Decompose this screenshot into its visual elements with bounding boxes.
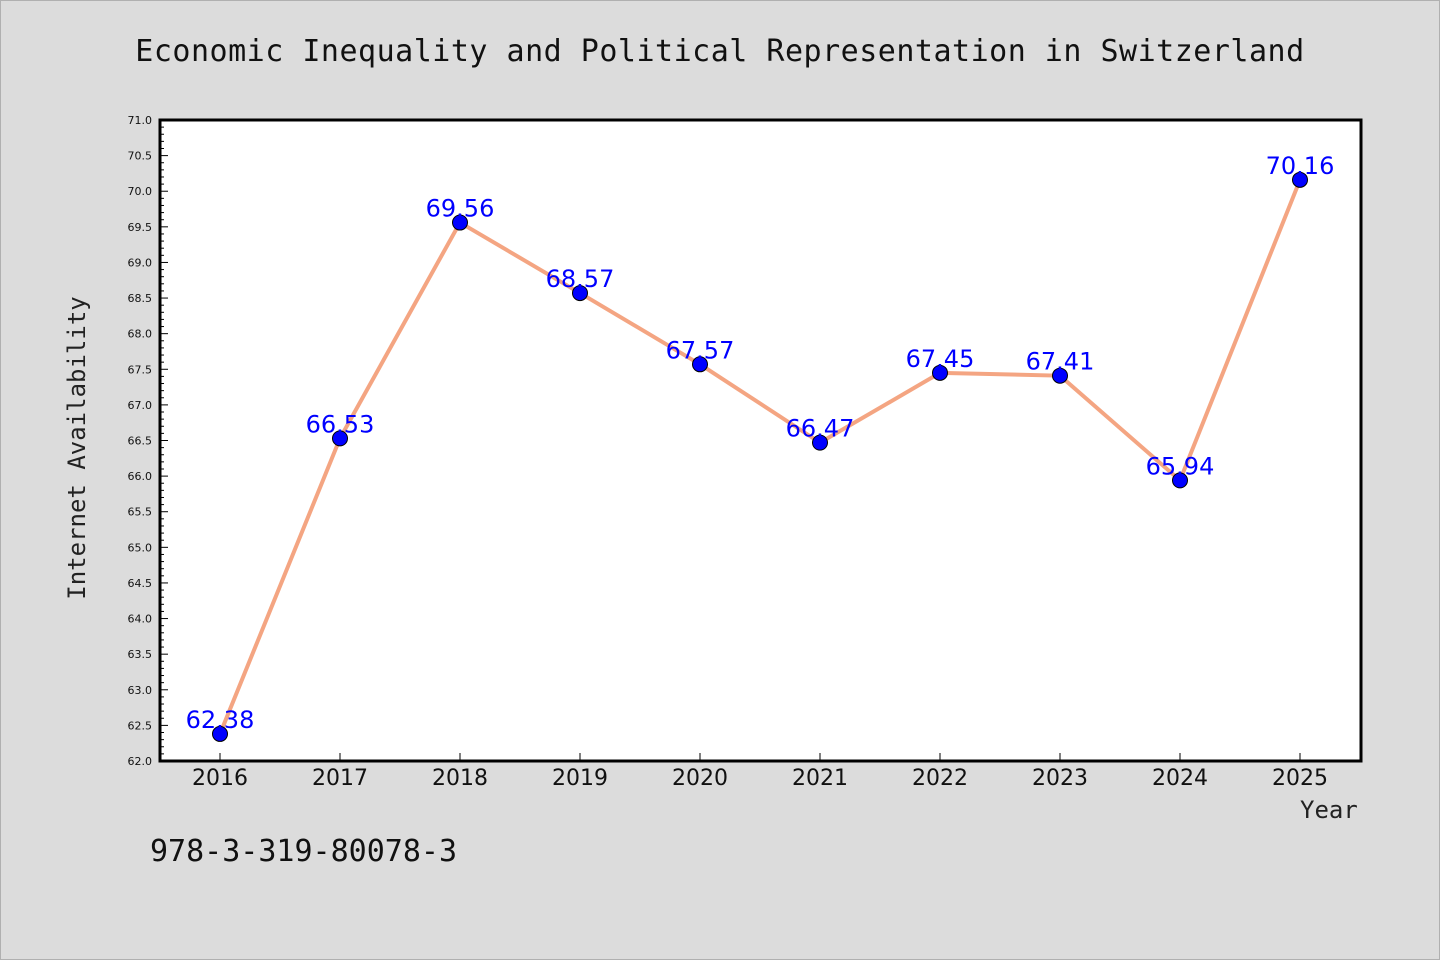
x-tick-label: 2023: [1032, 766, 1088, 791]
plot-area: [160, 120, 1361, 761]
y-tick-label: 62.0: [128, 755, 153, 768]
data-label: 70.16: [1266, 152, 1335, 180]
y-tick-label: 70.5: [128, 150, 153, 163]
data-label: 67.57: [666, 336, 735, 364]
data-point: [812, 434, 828, 451]
y-tick-label: 66.5: [128, 435, 153, 448]
y-tick-label: 69.5: [128, 221, 153, 234]
data-label: 66.53: [306, 410, 375, 438]
y-tick-label: 68.0: [128, 328, 153, 341]
data-label: 62.38: [186, 706, 255, 734]
x-tick-label: 2016: [192, 766, 248, 791]
y-tick-label: 63.5: [128, 648, 153, 661]
y-tick-label: 67.0: [128, 399, 153, 412]
data-point: [1052, 367, 1068, 384]
data-label: 66.47: [786, 415, 855, 443]
y-tick-label: 64.5: [128, 577, 153, 590]
data-label: 67.41: [1026, 348, 1095, 376]
x-axis-label: Year: [1300, 796, 1358, 824]
y-tick-label: 69.0: [128, 256, 153, 269]
y-tick-label: 64.0: [128, 613, 153, 626]
x-tick-label: 2019: [552, 766, 608, 791]
data-point: [1292, 171, 1308, 188]
data-point: [212, 725, 228, 742]
y-tick-label: 71.0: [128, 114, 153, 127]
isbn-text: 978-3-319-80078-3: [150, 834, 458, 869]
y-tick-label: 65.0: [128, 541, 153, 554]
data-label: 65.94: [1146, 452, 1215, 480]
data-label: 69.56: [426, 195, 495, 223]
x-tick-label: 2018: [432, 766, 488, 791]
data-point: [932, 364, 948, 381]
chart-title: Economic Inequality and Political Repres…: [135, 34, 1305, 69]
data-point: [452, 214, 468, 231]
y-tick-label: 70.0: [128, 185, 153, 198]
y-tick-label: 63.0: [128, 684, 153, 697]
x-tick-label: 2017: [312, 766, 368, 791]
x-tick-label: 2025: [1272, 766, 1328, 791]
y-tick-label: 66.0: [128, 470, 153, 483]
data-label: 67.45: [906, 345, 975, 373]
data-point: [1172, 472, 1188, 489]
data-point: [572, 285, 588, 302]
x-tick-label: 2020: [672, 766, 728, 791]
data-point: [692, 356, 708, 373]
data-point: [332, 430, 348, 447]
series-line: [218, 177, 1302, 736]
data-label: 68.57: [546, 265, 615, 293]
plot-border: [158, 118, 1363, 763]
y-tick-label: 62.5: [128, 719, 153, 732]
y-tick-label: 67.5: [128, 363, 153, 376]
x-tick-label: 2022: [912, 766, 968, 791]
y-tick-label: 65.5: [128, 506, 153, 519]
x-tick-label: 2021: [792, 766, 848, 791]
x-tick-label: 2024: [1152, 766, 1208, 791]
y-tick-label: 68.5: [128, 292, 153, 305]
